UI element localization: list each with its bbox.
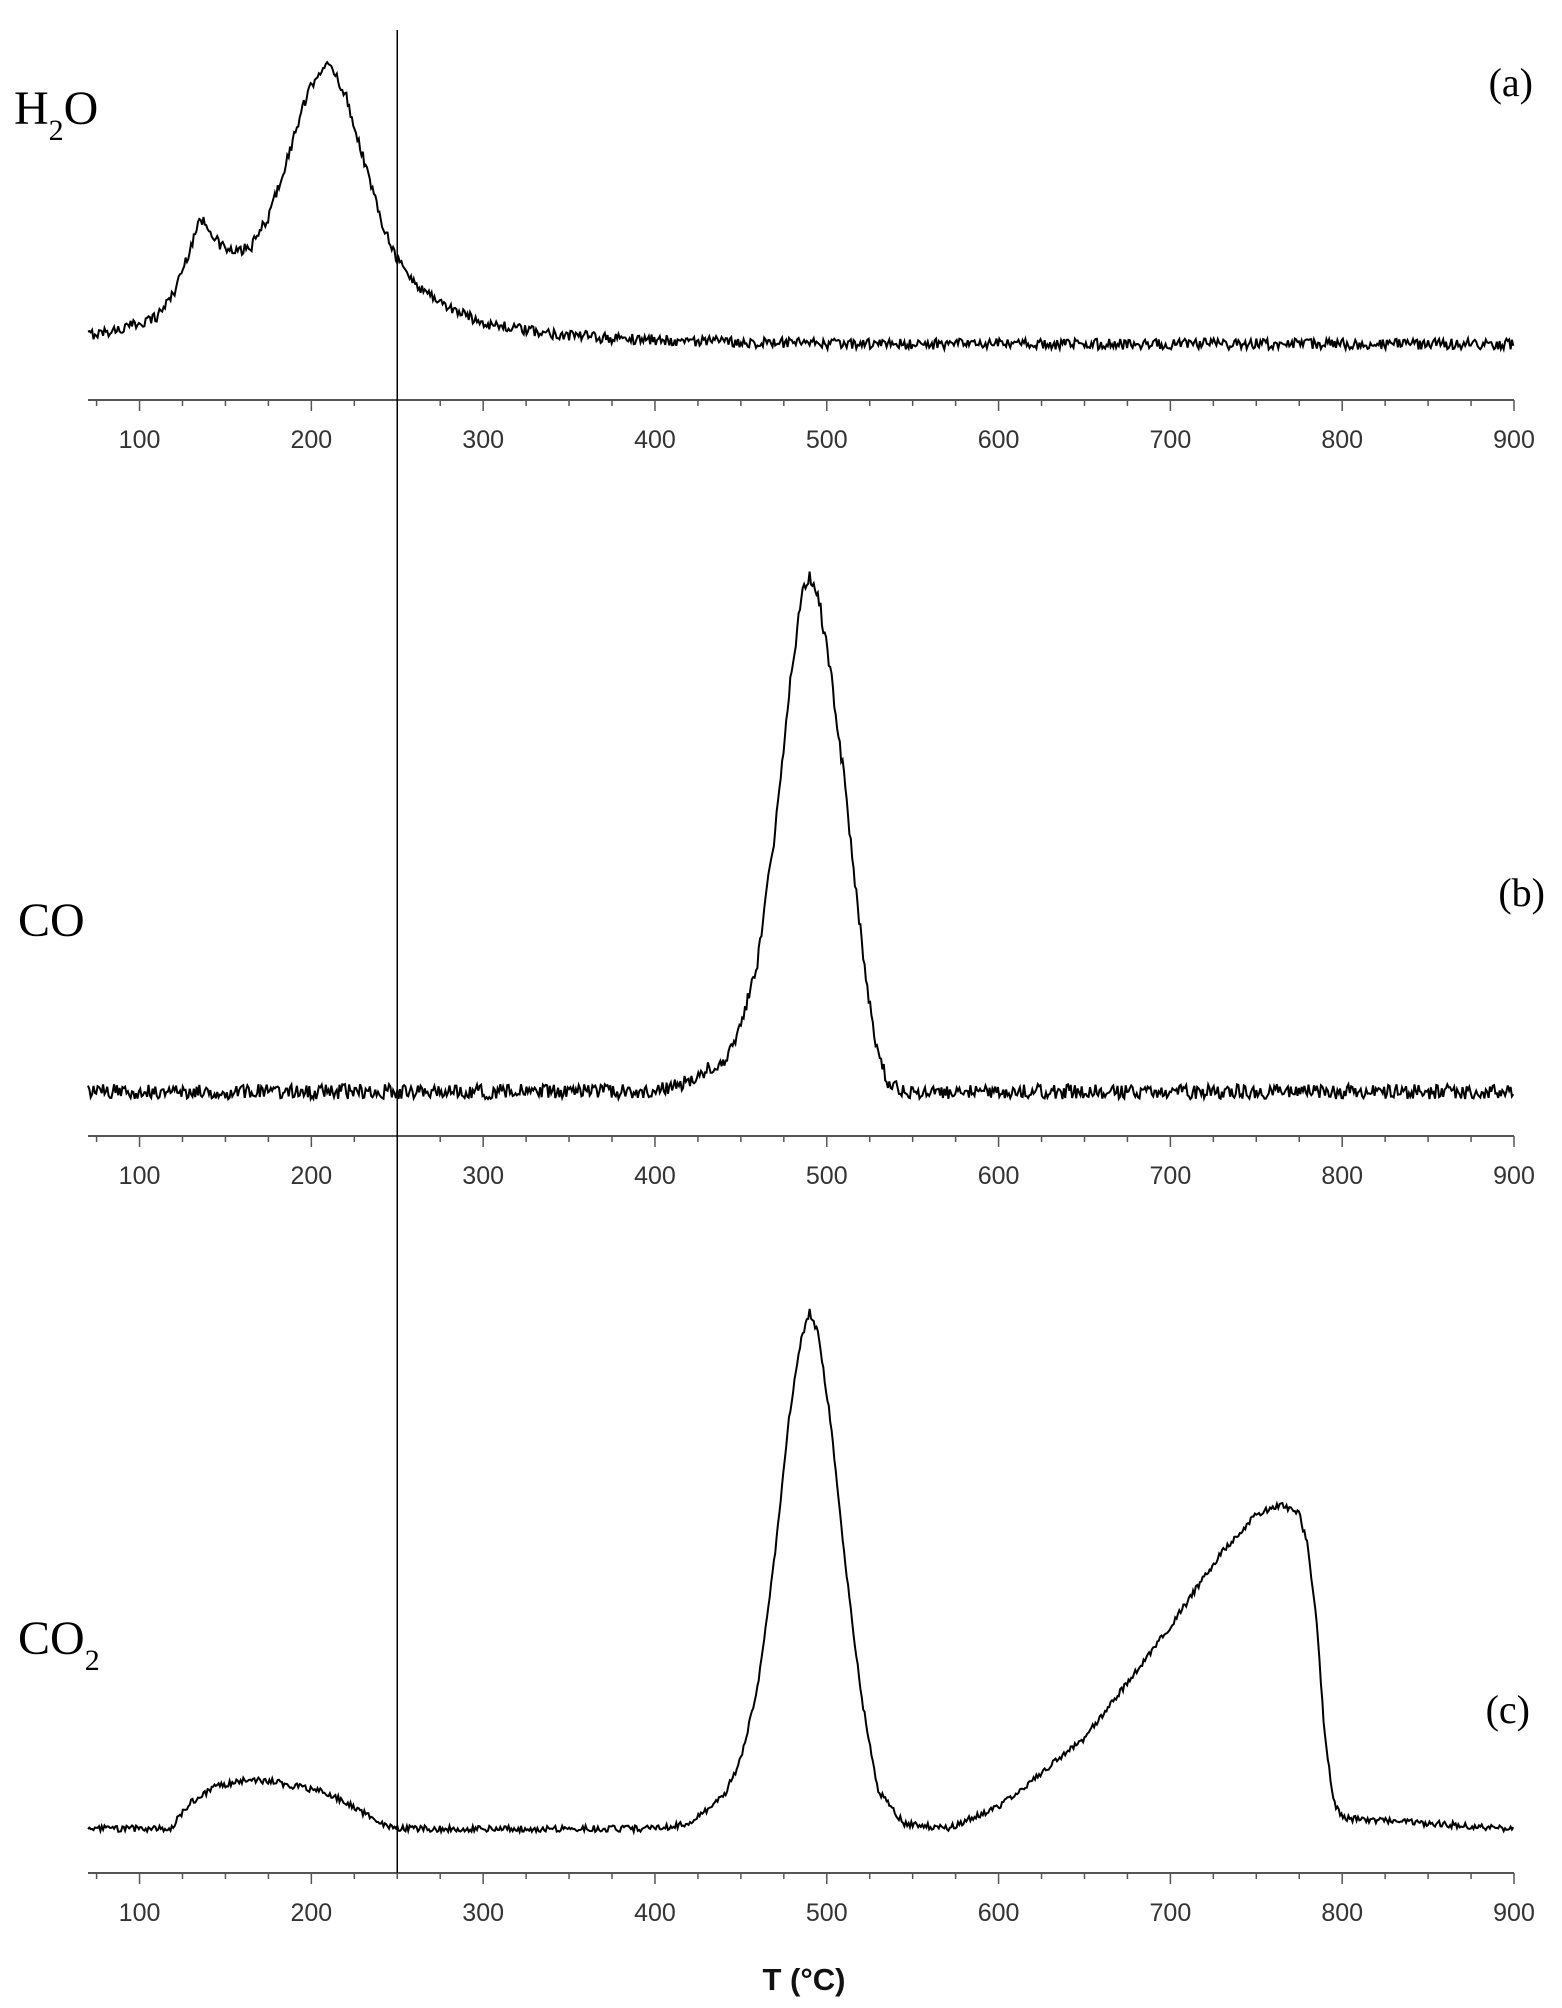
x-tick-label: 300 (462, 426, 504, 454)
x-tick-label: 600 (978, 1162, 1020, 1190)
x-axis-title: T (°C) (763, 1962, 846, 1997)
x-tick-label: 900 (1493, 1162, 1535, 1190)
x-tick-label: 400 (634, 426, 676, 454)
x-tick-label: 800 (1321, 1899, 1363, 1927)
x-axis-ticks: 100 200 300 400 500 600 700 800 900 (95, 1873, 1535, 1927)
species-label: H2O (14, 82, 98, 147)
panel-tag: (a) (1489, 60, 1533, 105)
panel-tag: (b) (1498, 870, 1545, 915)
x-tick-label: 200 (290, 1162, 332, 1190)
x-tick-label: 700 (1150, 1899, 1192, 1927)
x-tick-label: 700 (1150, 426, 1192, 454)
x-tick-label: 500 (806, 1899, 848, 1927)
panel-b-co: CO (b) 100 200 300 400 500 600 700 800 900 (18, 571, 1545, 1190)
x-tick-label: 400 (634, 1899, 676, 1927)
x-tick-label: 100 (119, 1162, 161, 1190)
x-tick-label: 100 (119, 1899, 161, 1927)
panel-a-h2o: H2O (a) 100 200 300 400 500 600 700 800 900 (14, 60, 1535, 454)
species-label: CO2 (18, 1612, 100, 1677)
co2-signal-line (87, 1308, 1515, 1836)
x-tick-label: 400 (634, 1162, 676, 1190)
x-tick-label: 600 (978, 1899, 1020, 1927)
x-tick-label: 900 (1493, 1899, 1535, 1927)
x-tick-label: 800 (1321, 426, 1363, 454)
x-tick-label: 600 (978, 426, 1020, 454)
x-tick-label: 700 (1150, 1162, 1192, 1190)
x-tick-label: 200 (290, 426, 332, 454)
x-tick-label: 200 (290, 1899, 332, 1927)
x-tick-label: 500 (806, 426, 848, 454)
x-tick-label: 300 (462, 1899, 504, 1927)
x-tick-label: 900 (1493, 426, 1535, 454)
panel-c-co2: CO2 (c) 100 200 300 400 500 600 700 800 900 (18, 1308, 1535, 1927)
species-label: CO (18, 894, 85, 947)
panel-tag: (c) (1486, 1687, 1530, 1732)
x-tick-label: 800 (1321, 1162, 1363, 1190)
x-tick-label: 100 (119, 426, 161, 454)
co-signal-line (87, 571, 1515, 1103)
x-axis-ticks: 100 200 300 400 500 600 700 800 900 (95, 1136, 1535, 1190)
x-tick-label: 500 (806, 1162, 848, 1190)
h2o-signal-line (87, 60, 1515, 353)
x-axis-ticks: 100 200 300 400 500 600 700 800 900 (95, 400, 1535, 454)
x-tick-label: 300 (462, 1162, 504, 1190)
